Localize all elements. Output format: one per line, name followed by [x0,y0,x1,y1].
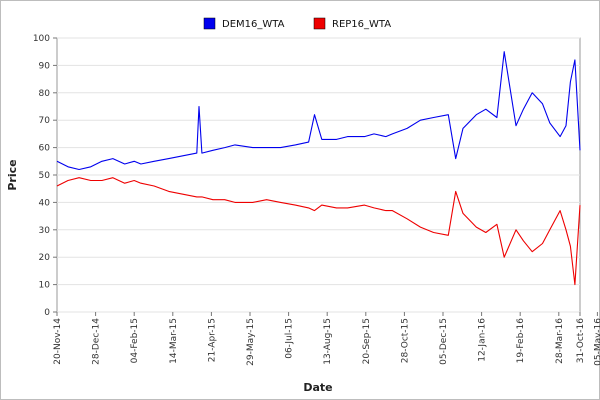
y-tick-label: 40 [39,198,51,208]
grid [57,37,580,313]
y-tick-label: 0 [44,308,50,318]
y-tick-label: 100 [33,34,50,44]
y-tick-label: 30 [39,226,51,236]
x-tick-label: 19-Feb-16 [516,318,526,364]
y-axis-title: Price [6,159,19,190]
x-tick-label: 28-Mar-16 [555,318,565,364]
x-tick-label: 28-Oct-15 [400,318,410,363]
x-tick-label: 06-Jul-15 [285,318,295,359]
legend-swatch-dem [203,17,216,30]
x-tick-label: 13-Aug-15 [323,318,333,365]
y-tick-label: 60 [39,144,51,154]
x-tick-label: 20-Sep-15 [362,318,372,364]
legend-label-dem: DEM16_WTA [222,19,285,30]
x-tick-label: 20-Nov-14 [53,318,63,365]
series-line-rep16-wta [56,177,581,286]
y-axis-ticks: 0 10 20 30 40 50 60 70 80 90 100 [33,34,57,318]
y-tick-label: 10 [39,281,51,291]
y-tick-label: 50 [39,171,51,181]
x-tick-label: 31-Oct-16 [576,318,586,363]
x-tick-label: 14-Mar-15 [169,318,179,364]
y-tick-label: 70 [39,116,51,126]
series-lines [56,51,581,286]
x-axis-title: Date [303,381,332,394]
x-tick-label: 28-Dec-14 [92,318,102,365]
x-tick-label: 12-Jan-16 [478,318,488,362]
x-axis-ticks: 20-Nov-14 28-Dec-14 04-Feb-15 14-Mar-15 21-A… [53,312,600,366]
y-tick-label: 90 [39,61,51,71]
y-tick-label: 80 [39,89,51,99]
y-tick-label: 20 [39,253,51,263]
legend-swatch-rep [313,17,326,30]
x-tick-label: 21-Apr-15 [207,318,217,362]
x-tick-label: 05-May-16 [593,318,600,366]
series-line-dem16-wta [56,51,581,171]
legend-label-rep: REP16_WTA [332,19,391,30]
legend: DEM16_WTA REP16_WTA [203,17,391,30]
x-tick-label: 04-Feb-15 [130,318,140,363]
x-tick-label: 05-Dec-15 [439,318,449,365]
x-tick-label: 29-May-15 [246,318,256,366]
